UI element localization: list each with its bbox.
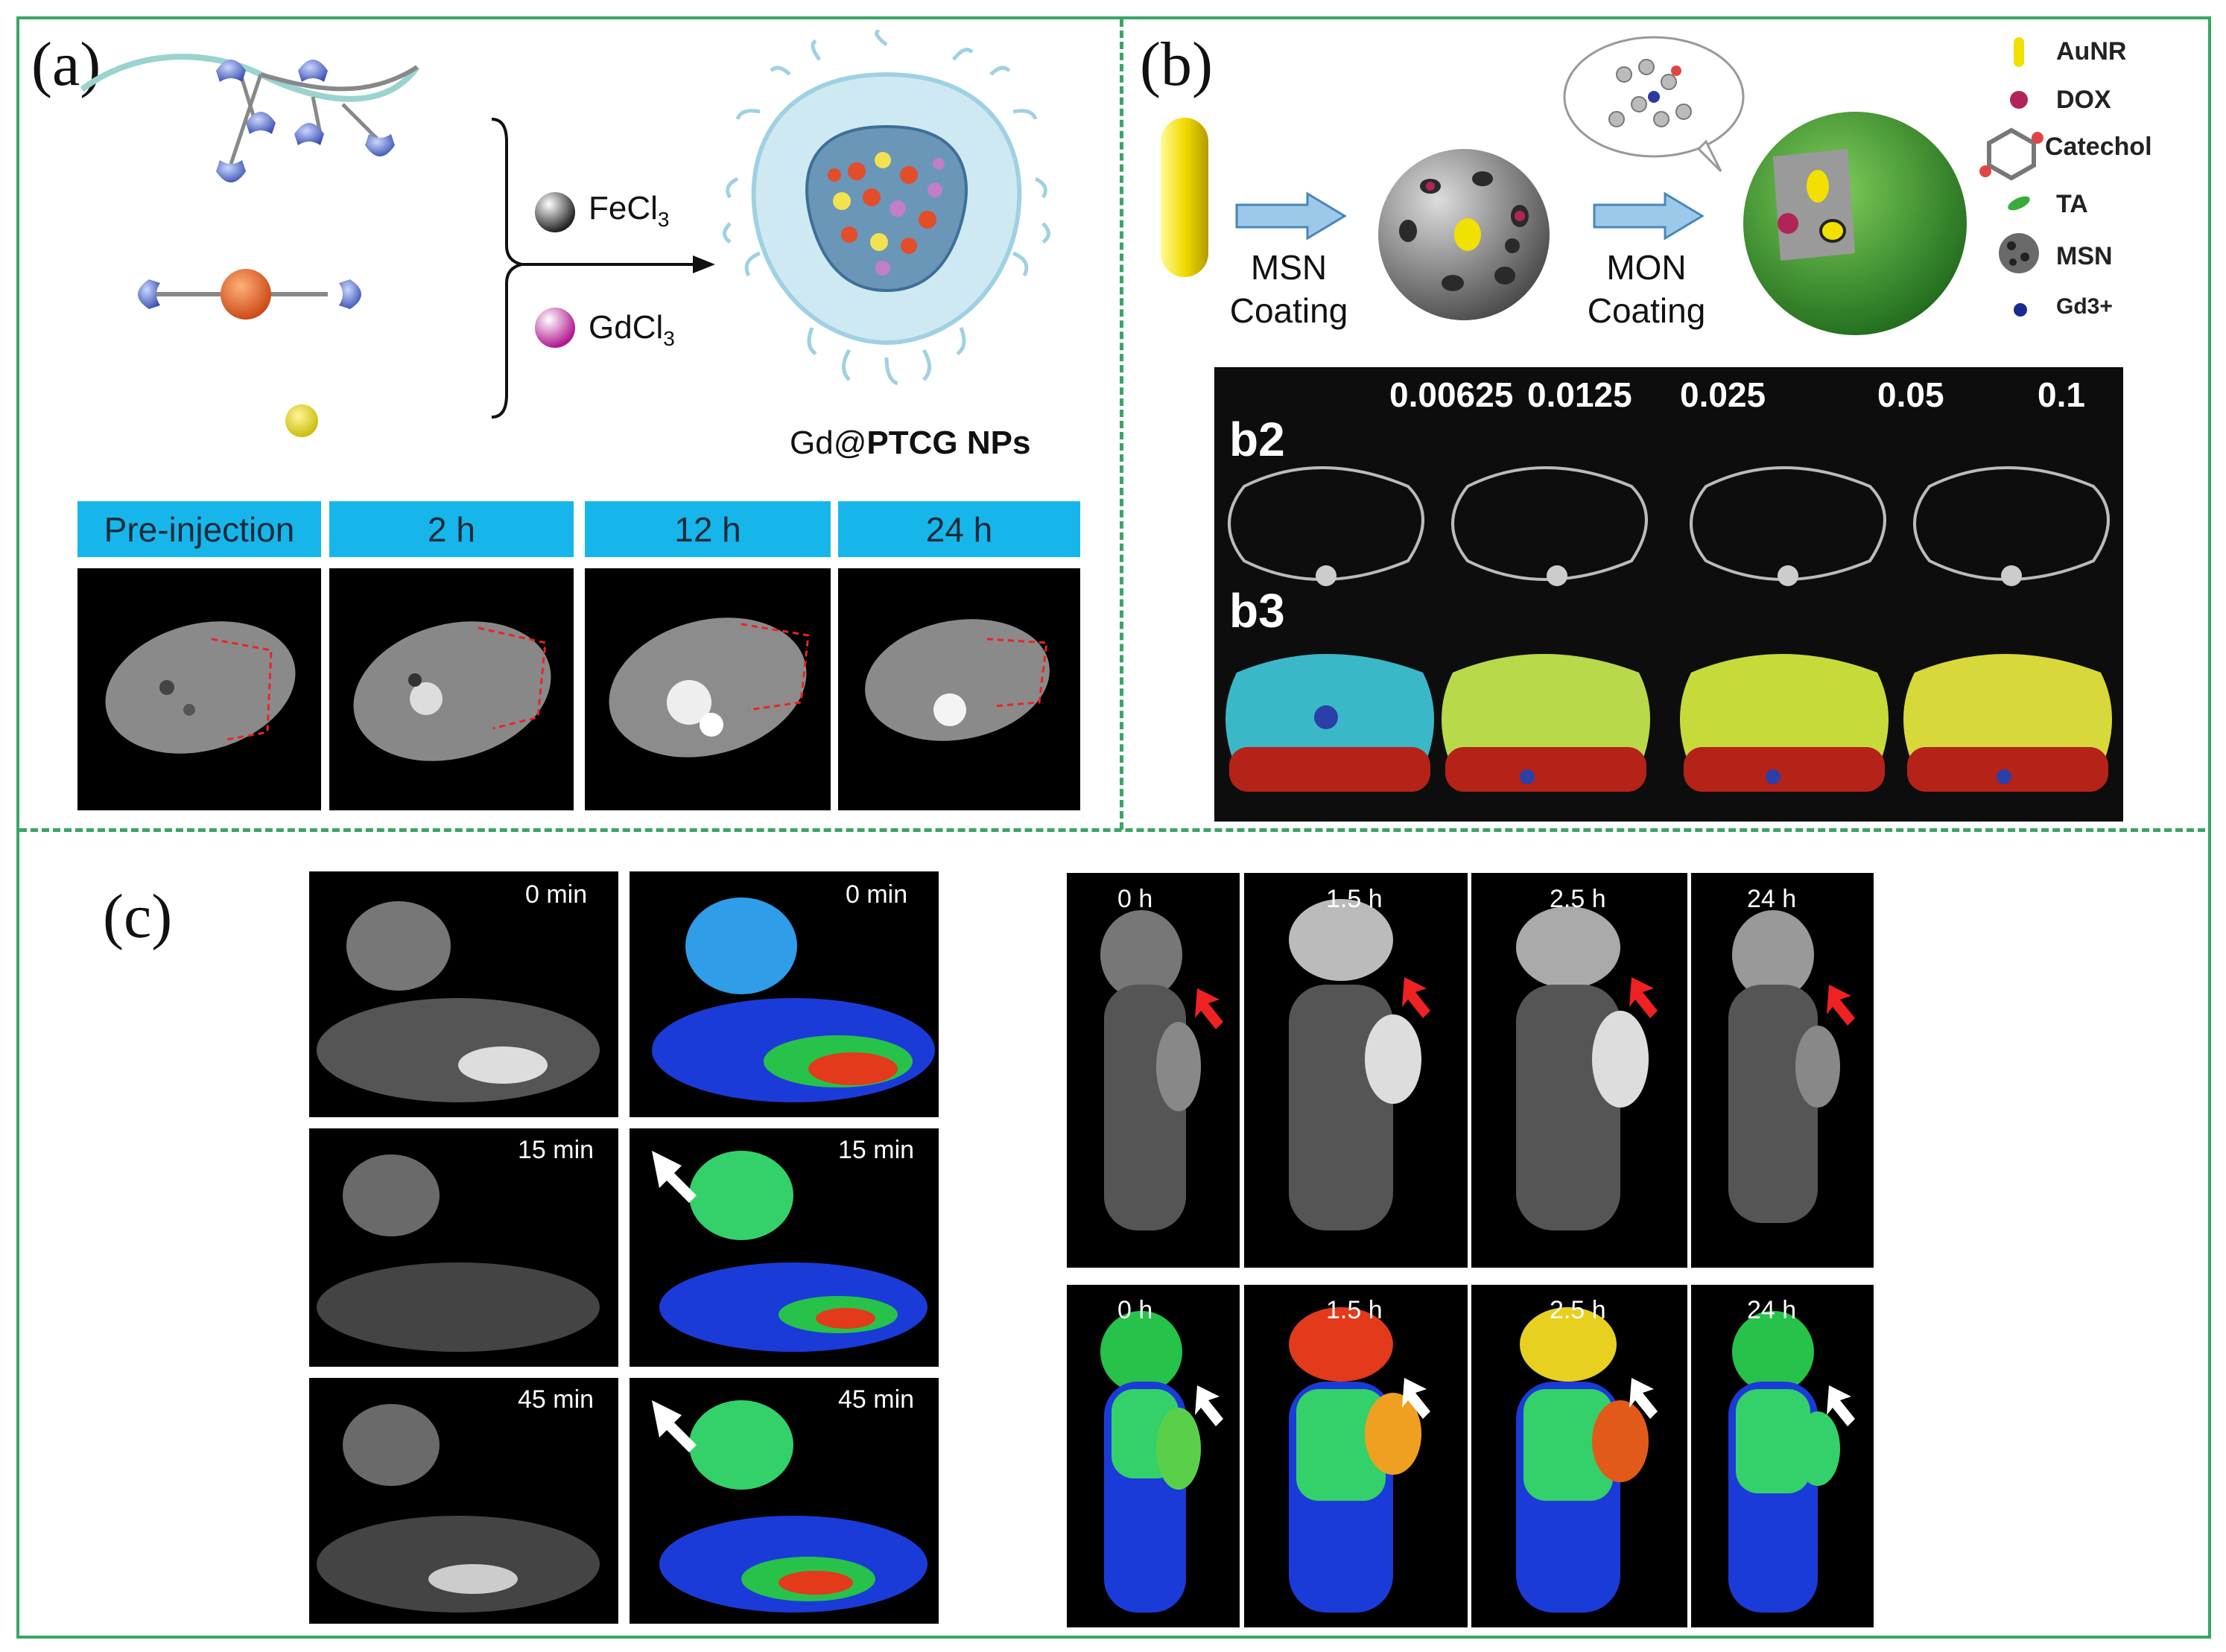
tag-pre-injection: Pre-injection xyxy=(77,501,321,557)
legend-ta: TA xyxy=(2056,190,2088,218)
aunr-rod xyxy=(1161,118,1208,277)
horizontal-divider xyxy=(19,828,2205,832)
c-color-45min xyxy=(630,1378,939,1624)
c-gray-0min xyxy=(309,871,618,1117)
reagent-1: FeCl xyxy=(589,190,658,226)
step2-line2: Coating xyxy=(1587,291,1706,330)
c-right-time-0h: 0 h xyxy=(1117,885,1153,913)
gd-sphere-icon xyxy=(535,308,575,348)
conc-2: 0.0125 xyxy=(1527,375,1632,414)
step1-line2: Coating xyxy=(1229,291,1348,330)
product-name: PTCG NPs xyxy=(866,425,1031,461)
c-right-gray-24h xyxy=(1691,873,1874,1268)
legend-ta-icon xyxy=(2008,196,2030,211)
legend-dox: DOX xyxy=(2056,86,2111,114)
molecule-callout xyxy=(1563,36,1745,173)
product-prefix: Gd@ xyxy=(790,425,867,461)
tag-24h: 24 h xyxy=(838,501,1080,557)
tag-2h: 2 h xyxy=(329,501,574,557)
conc-3: 0.025 xyxy=(1680,375,1766,414)
c-right-color-1-5h xyxy=(1244,1285,1468,1627)
legend-aunr: AuNR xyxy=(2056,37,2127,66)
legend-msn: MSN xyxy=(2056,242,2113,270)
reagent-2: GdCl xyxy=(589,309,664,346)
c-time-color-15: 15 min xyxy=(838,1136,915,1164)
c-color-15min xyxy=(630,1128,939,1367)
c-gray-15min xyxy=(309,1128,618,1367)
legend-aunr-icon xyxy=(2014,37,2024,67)
outer-frame xyxy=(16,16,2211,1639)
legend-dox-icon xyxy=(2010,91,2028,109)
mri-pre-injection xyxy=(77,568,321,810)
legend-catechol: Catechol xyxy=(2045,133,2152,161)
legend-gd: Gd3+ xyxy=(2056,294,2113,319)
conc-4: 0.05 xyxy=(1877,375,1944,414)
reagent-1-sub: 3 xyxy=(657,207,670,231)
panel-c-label: (c) xyxy=(103,882,173,951)
reaction-bracket xyxy=(491,118,715,419)
c-right-time-24h: 24 h xyxy=(1747,885,1797,913)
c-right-gray-1-5h xyxy=(1244,873,1468,1268)
mri-12h xyxy=(585,568,831,810)
c-right-color-24h xyxy=(1691,1285,1874,1627)
row-label-b2: b2 xyxy=(1229,413,1285,466)
b2-slices xyxy=(1228,466,2110,586)
c-right-time-2-5h-color: 2.5 h xyxy=(1550,1296,1606,1324)
c-right-gray-0h xyxy=(1067,873,1240,1268)
mon-sphere xyxy=(1743,112,1967,335)
tag-12h: 12 h xyxy=(585,501,831,557)
mri-panel-b: 0.00625 0.0125 0.025 0.05 0.1 b2 b3 xyxy=(1214,367,2123,822)
c-right-time-1-5h-color: 1.5 h xyxy=(1326,1296,1383,1324)
row-label-b3: b3 xyxy=(1229,584,1285,638)
c-time-gray-0: 0 min xyxy=(525,880,588,909)
mri-2h xyxy=(329,568,574,810)
c-time-gray-15: 15 min xyxy=(518,1136,594,1164)
legend-gd-icon xyxy=(2014,303,2027,317)
vertical-divider xyxy=(1120,19,1123,830)
arrow-1 xyxy=(1235,191,1347,241)
c-right-color-0h xyxy=(1067,1285,1240,1627)
c-right-time-1-5h: 1.5 h xyxy=(1326,885,1383,913)
conc-5: 0.1 xyxy=(2038,375,2085,414)
c-time-color-0: 0 min xyxy=(846,880,908,909)
mri-24h xyxy=(838,568,1080,810)
fe-sphere-icon xyxy=(535,192,575,232)
c-gray-45min xyxy=(309,1378,618,1624)
msn-sphere xyxy=(1378,149,1550,320)
c-color-0min xyxy=(630,871,939,1117)
conc-1: 0.00625 xyxy=(1389,375,1514,414)
polymer-scheme xyxy=(80,54,420,437)
c-right-time-2-5h: 2.5 h xyxy=(1550,885,1606,913)
legend-catechol-icon xyxy=(1979,127,2043,181)
panel-b-label: (b) xyxy=(1140,30,1213,99)
reagent-2-sub: 3 xyxy=(663,326,675,350)
nanoparticle-illustration xyxy=(723,30,1050,386)
step2-line1: MON xyxy=(1606,248,1687,287)
step1-line1: MSN xyxy=(1250,248,1328,287)
c-right-time-24h-color: 24 h xyxy=(1747,1296,1797,1324)
c-right-time-0h-color: 0 h xyxy=(1117,1296,1153,1324)
c-right-gray-2-5h xyxy=(1471,873,1687,1268)
legend-msn-icon xyxy=(1999,233,2039,273)
panel-c-left-grid: 0 min 0 min 15 min 15 min 45 min 45 min xyxy=(309,871,965,1624)
c-time-color-45: 45 min xyxy=(838,1385,915,1414)
c-right-color-2-5h xyxy=(1471,1285,1687,1627)
c-time-gray-45: 45 min xyxy=(518,1385,594,1414)
b3-slices xyxy=(1225,654,2112,792)
arrow-2 xyxy=(1593,191,1705,241)
